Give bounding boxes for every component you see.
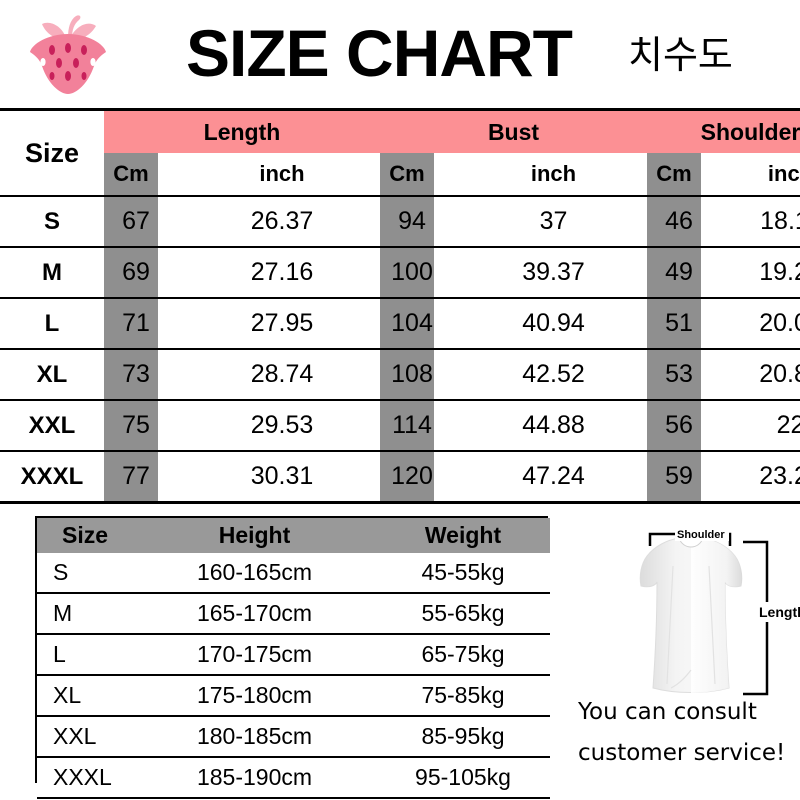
hw-cell-weight: 45-55kg: [376, 553, 550, 594]
cell-bust-cm: 108: [380, 349, 434, 400]
table-row: L 71 27.95 104 40.94 51 20.08: [0, 298, 800, 349]
cell-shoulder-cm: 56: [647, 400, 701, 451]
page-title-korean: 치수도: [628, 33, 733, 77]
hw-cell-weight: 95-105kg: [376, 757, 550, 799]
hw-table-row: L 170-175cm 65-75kg: [37, 634, 550, 676]
cell-length-inch: 27.16: [158, 247, 380, 298]
cell-bust-inch: 39.37: [434, 247, 647, 298]
hw-cell-size: XXXL: [37, 757, 133, 799]
column-header-bust-cm: Cm: [380, 153, 434, 196]
cell-shoulder-inch: 22: [701, 400, 800, 451]
cell-size: S: [0, 196, 104, 247]
hw-cell-size: L: [37, 634, 133, 676]
column-group-bust: Bust: [380, 109, 647, 153]
table-unit-header-row: Cm inch Cm inch Cm inch: [0, 153, 800, 196]
hw-cell-height: 165-170cm: [133, 593, 376, 635]
cell-length-cm: 73: [104, 349, 158, 400]
cell-length-cm: 69: [104, 247, 158, 298]
cell-length-cm: 75: [104, 400, 158, 451]
length-measure-label: Length: [759, 604, 800, 620]
table-row: XL 73 28.74 108 42.52 53 20.86: [0, 349, 800, 400]
column-header-length-inch: inch: [158, 153, 380, 196]
cell-bust-cm: 100: [380, 247, 434, 298]
hw-table-row: M 165-170cm 55-65kg: [37, 593, 550, 635]
hw-cell-size: M: [37, 593, 133, 635]
cell-length-cm: 71: [104, 298, 158, 349]
hw-cell-weight: 55-65kg: [376, 593, 550, 635]
cell-shoulder-cm: 46: [647, 196, 701, 247]
hw-column-header-height: Height: [133, 518, 376, 553]
cell-shoulder-cm: 53: [647, 349, 701, 400]
cell-bust-cm: 94: [380, 196, 434, 247]
cell-size: XXXL: [0, 451, 104, 503]
hw-column-header-weight: Weight: [376, 518, 550, 553]
table-row: XXL 75 29.53 114 44.88 56 22: [0, 400, 800, 451]
cell-length-cm: 67: [104, 196, 158, 247]
column-header-shoulder-cm: Cm: [647, 153, 701, 196]
cell-length-inch: 28.74: [158, 349, 380, 400]
hw-table-row: S 160-165cm 45-55kg: [37, 553, 550, 594]
hw-table-row: XXXL 185-190cm 95-105kg: [37, 757, 550, 799]
consult-note-line2: customer service!: [578, 740, 786, 766]
cell-shoulder-cm: 59: [647, 451, 701, 503]
hw-cell-height: 160-165cm: [133, 553, 376, 594]
table-row: M 69 27.16 100 39.37 49 19.29: [0, 247, 800, 298]
cell-size: L: [0, 298, 104, 349]
cell-length-cm: 77: [104, 451, 158, 503]
cell-shoulder-cm: 51: [647, 298, 701, 349]
hw-cell-height: 170-175cm: [133, 634, 376, 676]
cell-bust-inch: 47.24: [434, 451, 647, 503]
hw-cell-height: 180-185cm: [133, 716, 376, 758]
cell-length-inch: 27.95: [158, 298, 380, 349]
cell-shoulder-cm: 49: [647, 247, 701, 298]
cell-bust-cm: 104: [380, 298, 434, 349]
cell-bust-inch: 37: [434, 196, 647, 247]
cell-size: XXL: [0, 400, 104, 451]
page-title: SIZE CHART: [186, 16, 573, 90]
column-header-bust-inch: inch: [434, 153, 647, 196]
hw-cell-height: 175-180cm: [133, 675, 376, 717]
hw-cell-size: S: [37, 553, 133, 594]
cell-length-inch: 26.37: [158, 196, 380, 247]
cell-length-inch: 30.31: [158, 451, 380, 503]
hw-cell-size: XL: [37, 675, 133, 717]
hw-cell-weight: 75-85kg: [376, 675, 550, 717]
cell-shoulder-inch: 20.86: [701, 349, 800, 400]
cell-shoulder-inch: 18.11: [701, 196, 800, 247]
shoulder-measure-label: Shoulder: [677, 529, 725, 541]
hw-header-row: Size Height Weight: [37, 518, 550, 553]
cell-shoulder-inch: 19.29: [701, 247, 800, 298]
cell-bust-inch: 42.52: [434, 349, 647, 400]
table-row: XXXL 77 30.31 120 47.24 59 23.22: [0, 451, 800, 503]
cell-size: XL: [0, 349, 104, 400]
cell-bust-cm: 114: [380, 400, 434, 451]
cell-size: M: [0, 247, 104, 298]
cell-bust-cm: 120: [380, 451, 434, 503]
table-group-header-row: Size Length Bust Shoulder: [0, 109, 800, 196]
column-header-length-cm: Cm: [104, 153, 158, 196]
consult-note-line1: You can consult: [578, 699, 757, 725]
size-measurements-table: Size Length Bust Shoulder Cm inch Cm inc…: [0, 108, 800, 504]
hw-table-row: XL 175-180cm 75-85kg: [37, 675, 550, 717]
page-header: SIZE CHART 치수도: [0, 0, 800, 108]
cell-length-inch: 29.53: [158, 400, 380, 451]
column-header-size: Size: [0, 109, 104, 196]
column-header-shoulder-inch: inch: [701, 153, 800, 196]
cell-shoulder-inch: 20.08: [701, 298, 800, 349]
table-row: S 67 26.37 94 37 46 18.11: [0, 196, 800, 247]
hw-cell-weight: 85-95kg: [376, 716, 550, 758]
garment-diagram: Shoulder Length: [575, 520, 800, 710]
hw-cell-size: XXL: [37, 716, 133, 758]
hw-column-header-size: Size: [37, 518, 133, 553]
cell-bust-inch: 40.94: [434, 298, 647, 349]
strawberry-icon: [22, 8, 114, 100]
height-weight-table: Size Height Weight S 160-165cm 45-55kg M…: [37, 518, 550, 799]
hw-cell-weight: 65-75kg: [376, 634, 550, 676]
cell-shoulder-inch: 23.22: [701, 451, 800, 503]
column-group-length: Length: [104, 109, 380, 153]
column-group-shoulder: Shoulder: [647, 109, 800, 153]
hw-table-row: XXL 180-185cm 85-95kg: [37, 716, 550, 758]
cell-bust-inch: 44.88: [434, 400, 647, 451]
hw-cell-height: 185-190cm: [133, 757, 376, 799]
